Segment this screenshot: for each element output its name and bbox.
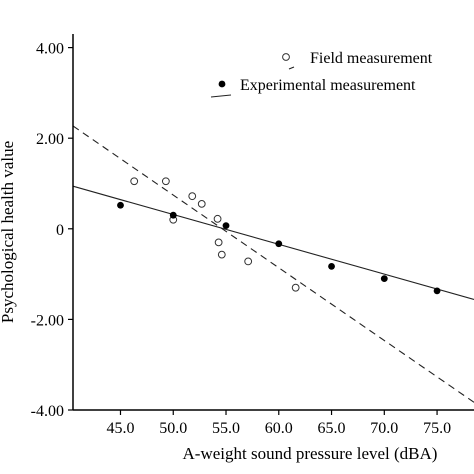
y-axis-label: Psychological health value: [0, 141, 17, 323]
fit-line-experimental: [72, 185, 474, 300]
field-point: [197, 199, 206, 208]
experimental-point: [275, 240, 283, 248]
field-point: [217, 250, 226, 259]
y-tick-label: 2.00: [36, 131, 64, 148]
experimental-point: [222, 222, 230, 230]
fit-line-field: [72, 125, 474, 403]
legend-symbol-solid-line: [210, 94, 232, 98]
x-axis-label: A-weight sound pressure level (dBA): [183, 444, 438, 463]
field-point: [291, 283, 300, 292]
field-point: [188, 192, 197, 201]
experimental-point: [380, 275, 388, 283]
field-point: [130, 177, 139, 186]
x-tick-label: 65.0: [318, 420, 346, 437]
experimental-point: [169, 211, 177, 219]
fit-lines: [72, 125, 474, 403]
field-point: [214, 238, 223, 247]
x-tick-label: 60.0: [265, 420, 293, 437]
data-points: [117, 177, 441, 295]
x-tick-label: 55.0: [212, 420, 240, 437]
legend-label: Experimental measurement: [240, 77, 416, 94]
experimental-point: [433, 287, 441, 295]
legend-label: Field measurement: [310, 50, 433, 67]
field-point: [161, 177, 170, 186]
experimental-point: [328, 262, 335, 270]
y-tick-label: -2.00: [31, 312, 64, 329]
field-point: [213, 214, 222, 223]
legend: Field measurement Experimental measuremen…: [210, 50, 433, 98]
x-tick-label: 75.0: [423, 420, 451, 437]
x-tick-label: 50.0: [159, 420, 187, 437]
x-tick-label: 45.0: [106, 420, 134, 437]
field-point: [244, 257, 253, 266]
experimental-point: [117, 201, 124, 209]
legend-symbol-filled-circle: [218, 80, 226, 88]
y-tick-label: 0: [56, 222, 64, 239]
legend-symbol-dashed-line: [288, 66, 295, 70]
y-tick-label: 4.00: [36, 41, 64, 58]
axes: 45.0 50.0 55.0 60.0 65.0 70.0 75.0 4.00 2.00 0 -2.…: [31, 34, 474, 437]
y-tick-label: -4.00: [31, 403, 64, 420]
x-tick-label: 70.0: [370, 420, 398, 437]
legend-symbol-open-circle: [282, 53, 290, 61]
